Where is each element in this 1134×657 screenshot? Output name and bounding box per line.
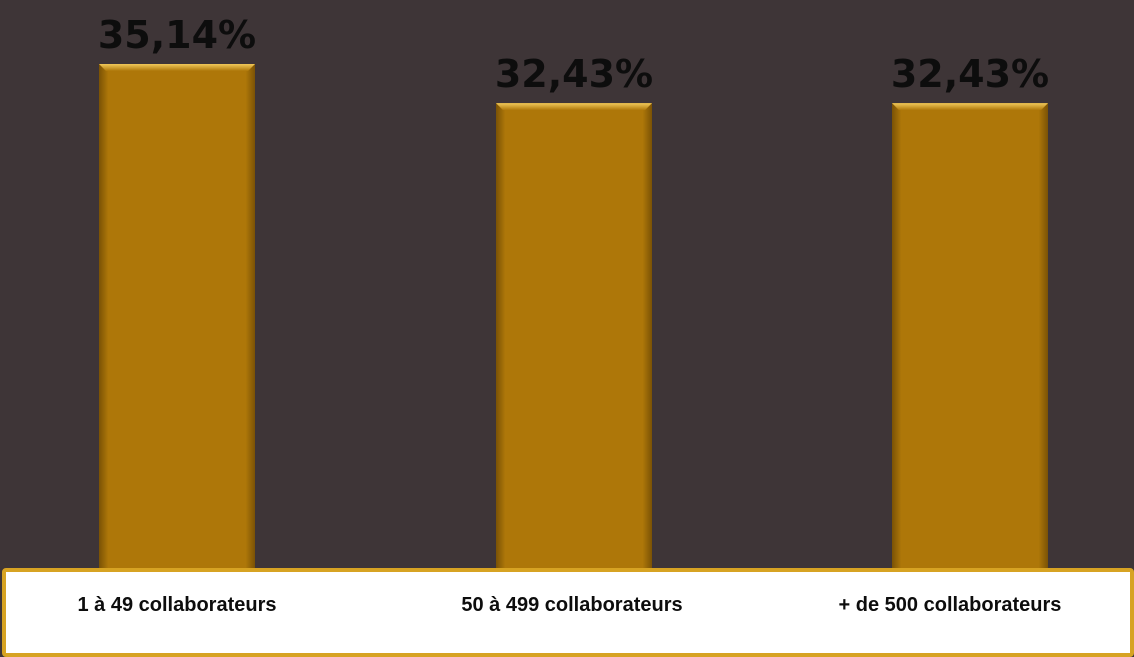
category-label-1: 1 à 49 collaborateurs bbox=[78, 594, 277, 616]
value-label-2: 32,43% bbox=[495, 52, 653, 96]
bar-body bbox=[496, 103, 652, 573]
bar-top-bevel bbox=[496, 103, 652, 111]
bar-1 bbox=[99, 64, 255, 572]
value-label-1: 35,14% bbox=[98, 13, 256, 57]
category-labels-layer: 1 à 49 collaborateurs 50 à 499 collaborat… bbox=[78, 594, 1062, 616]
bar-body bbox=[99, 64, 255, 572]
bar-body bbox=[892, 103, 1048, 573]
bars-layer bbox=[99, 64, 1048, 573]
bar-3 bbox=[892, 103, 1048, 573]
category-label-3: + de 500 collaborateurs bbox=[839, 594, 1062, 616]
value-labels-layer: 35,14% 32,43% 32,43% bbox=[98, 13, 1049, 96]
bar-top-bevel bbox=[892, 103, 1048, 111]
bar-2 bbox=[496, 103, 652, 573]
category-label-2: 50 à 499 collaborateurs bbox=[461, 594, 682, 616]
value-label-3: 32,43% bbox=[891, 52, 1049, 96]
category-axis-panel bbox=[2, 568, 1134, 657]
bar-top-bevel bbox=[99, 64, 255, 71]
